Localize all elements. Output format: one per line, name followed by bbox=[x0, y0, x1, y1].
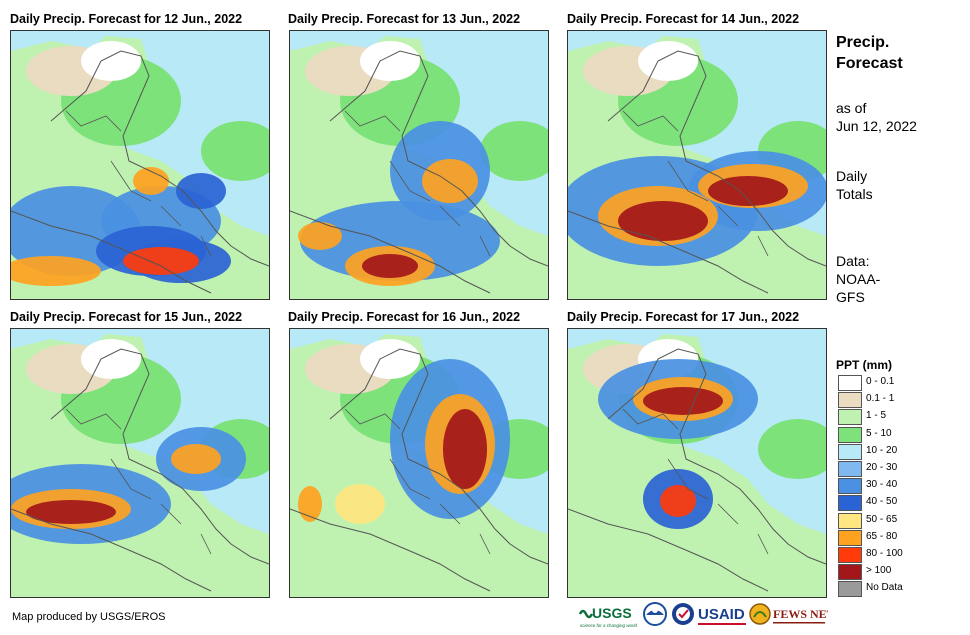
legend-item: 20 - 30 bbox=[836, 461, 956, 478]
legend-item: > 100 bbox=[836, 564, 956, 581]
as-of-label: as of bbox=[836, 100, 867, 116]
data-source-block: Data: NOAA- GFS bbox=[836, 252, 880, 306]
legend-swatch bbox=[838, 512, 862, 529]
forecast-map-4 bbox=[10, 328, 270, 598]
as-of-block: as of Jun 12, 2022 bbox=[836, 99, 917, 135]
legend-label: 10 - 20 bbox=[866, 444, 898, 456]
legend-item: 30 - 40 bbox=[836, 478, 956, 495]
legend-item: 40 - 50 bbox=[836, 495, 956, 512]
data-source-line1: Data: bbox=[836, 253, 870, 269]
totals-block: Daily Totals bbox=[836, 167, 873, 203]
legend-label: 80 - 100 bbox=[866, 548, 903, 559]
legend-label: No Data bbox=[866, 582, 903, 594]
legend-item: 5 - 10 bbox=[836, 426, 956, 444]
map-canvas-1 bbox=[11, 31, 269, 299]
map-canvas-2 bbox=[290, 31, 548, 299]
map-canvas-3 bbox=[568, 31, 826, 299]
legend-item: 50 - 65 bbox=[836, 512, 956, 530]
usgs-logo-text: USGS bbox=[592, 605, 632, 621]
logo-strip: USGS science for a changing world USAID … bbox=[578, 600, 835, 630]
fewsnet-logo: FEWS NET bbox=[748, 600, 835, 630]
legend-swatch bbox=[838, 547, 862, 563]
legend-item: 0.1 - 1 bbox=[836, 392, 956, 409]
side-title: Precip. Forecast bbox=[836, 32, 903, 74]
panel-title-6: Daily Precip. Forecast for 17 Jun., 2022 bbox=[567, 310, 800, 324]
map-canvas-4 bbox=[11, 329, 269, 597]
legend-label: 50 - 65 bbox=[866, 513, 898, 525]
legend-swatch bbox=[838, 529, 862, 546]
legend-label: 65 - 80 bbox=[866, 530, 898, 542]
fewsnet-logo-text: FEWS NET bbox=[773, 607, 828, 621]
legend-swatch bbox=[838, 426, 862, 443]
noaa-logo bbox=[642, 600, 668, 630]
legend-item: 65 - 80 bbox=[836, 529, 956, 547]
legend-title: PPT (mm) bbox=[836, 358, 893, 372]
legend-swatch bbox=[838, 375, 862, 391]
legend-item: 0 - 0.1 bbox=[836, 375, 956, 392]
forecast-map-6 bbox=[567, 328, 827, 598]
as-of-date: Jun 12, 2022 bbox=[836, 118, 917, 134]
legend-label: 0.1 - 1 bbox=[866, 393, 895, 405]
usaid-logo: USAID bbox=[696, 600, 748, 630]
side-title-line1: Precip. bbox=[836, 34, 890, 51]
usaid-seal-icon bbox=[670, 600, 696, 630]
legend-swatch bbox=[838, 443, 862, 460]
data-source-line2: NOAA- bbox=[836, 271, 881, 287]
legend-swatch bbox=[838, 461, 862, 477]
legend-swatch bbox=[838, 392, 862, 409]
data-source-line3: GFS bbox=[836, 289, 865, 305]
forecast-map-5 bbox=[289, 328, 549, 598]
legend-label: 5 - 10 bbox=[866, 427, 892, 439]
map-canvas-5 bbox=[290, 329, 548, 597]
legend-swatch bbox=[838, 478, 862, 495]
panel-title-3: Daily Precip. Forecast for 14 Jun., 2022 bbox=[567, 12, 800, 26]
panel-title-2: Daily Precip. Forecast for 13 Jun., 2022 bbox=[288, 12, 521, 26]
forecast-map-3 bbox=[567, 30, 827, 300]
legend-item: No Data bbox=[836, 581, 956, 598]
usgs-logo: USGS science for a changing world bbox=[578, 600, 638, 630]
legend-item: 1 - 5 bbox=[836, 409, 956, 426]
usgs-tagline: science for a changing world bbox=[580, 623, 638, 628]
legend-swatch bbox=[838, 564, 862, 581]
totals-line2: Totals bbox=[836, 186, 873, 202]
panel-title-4: Daily Precip. Forecast for 15 Jun., 2022 bbox=[10, 310, 243, 324]
map-canvas-6 bbox=[568, 329, 826, 597]
legend-swatch bbox=[838, 581, 862, 598]
forecast-map-1 bbox=[10, 30, 270, 300]
forecast-map-2 bbox=[289, 30, 549, 300]
legend-label: > 100 bbox=[866, 565, 892, 577]
legend-item: 80 - 100 bbox=[836, 547, 956, 564]
legend-item: 10 - 20 bbox=[836, 443, 956, 461]
legend-swatch bbox=[838, 495, 862, 512]
map-credit: Map produced by USGS/EROS bbox=[12, 611, 166, 623]
legend-label: 40 - 50 bbox=[866, 496, 898, 508]
legend-label: 20 - 30 bbox=[866, 462, 898, 473]
legend-swatch bbox=[838, 409, 862, 426]
legend-label: 30 - 40 bbox=[866, 479, 898, 491]
panel-title-1: Daily Precip. Forecast for 12 Jun., 2022 bbox=[10, 12, 243, 26]
totals-line1: Daily bbox=[836, 168, 868, 184]
usaid-logo-text: USAID bbox=[698, 606, 745, 623]
side-title-line2: Forecast bbox=[836, 55, 903, 72]
legend-label: 1 - 5 bbox=[866, 410, 887, 422]
panel-title-5: Daily Precip. Forecast for 16 Jun., 2022 bbox=[288, 310, 521, 324]
legend-label: 0 - 0.1 bbox=[866, 376, 895, 387]
